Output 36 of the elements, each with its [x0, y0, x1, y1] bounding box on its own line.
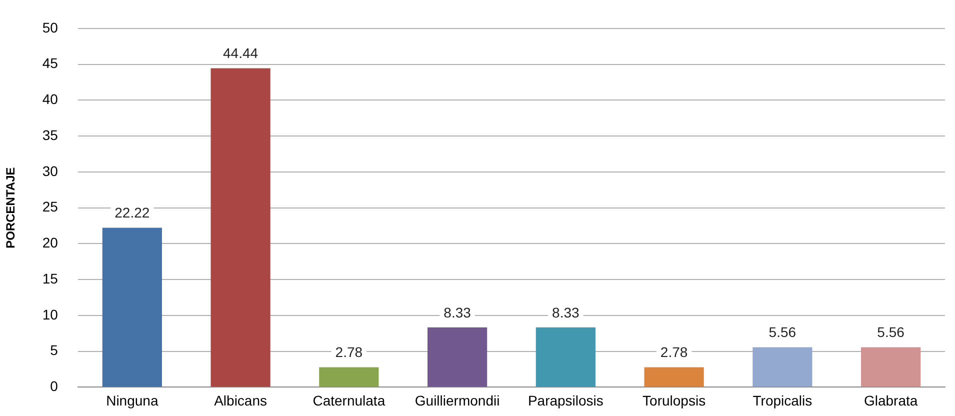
data-label: 8.33	[552, 304, 580, 320]
data-label: 2.78	[335, 344, 363, 360]
x-tick-label: Caternulata	[312, 392, 386, 408]
data-label: 44.44	[223, 45, 258, 62]
y-tick-label: 30	[42, 162, 58, 179]
data-label: 22.22	[114, 204, 150, 221]
bar	[319, 367, 379, 387]
data-label: 5.56	[877, 324, 905, 340]
y-tick-label: 35	[42, 126, 58, 143]
x-tick-label: Parapsilosis	[528, 392, 604, 408]
bar	[536, 327, 596, 387]
y-tick-label: 50	[42, 19, 58, 36]
bar	[644, 367, 704, 387]
x-tick-label: Guilliermondii	[414, 392, 500, 408]
bar	[102, 228, 162, 387]
x-tick-label: Ninguna	[106, 392, 158, 408]
y-tick-label: 10	[42, 306, 58, 322]
y-axis-title: PORCENTAJE	[4, 167, 18, 248]
y-tick-label: 20	[42, 234, 58, 251]
x-tick-label: Tropicalis	[752, 392, 812, 408]
bar	[427, 327, 488, 387]
bar	[210, 68, 270, 387]
x-tick-label: Torulopsis	[642, 392, 706, 408]
x-tick-label: Glabrata	[864, 392, 918, 408]
data-label: 8.33	[444, 304, 472, 320]
x-tick-label: Albicans	[214, 392, 267, 408]
data-label: 2.78	[660, 344, 688, 360]
y-tick-label: 0	[50, 378, 58, 394]
y-tick-label: 40	[42, 91, 58, 108]
y-tick-label: 45	[42, 55, 58, 72]
y-tick-label: 5	[50, 342, 58, 358]
y-tick-label: 25	[42, 198, 58, 215]
y-tick-label: 15	[42, 270, 58, 286]
bar	[752, 347, 812, 387]
data-label: 5.56	[768, 324, 796, 340]
bar	[861, 347, 921, 387]
